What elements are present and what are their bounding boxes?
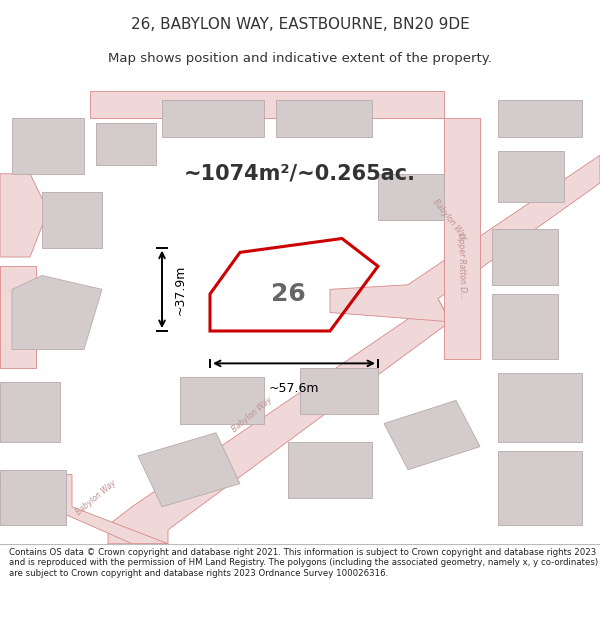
Polygon shape (492, 229, 558, 285)
Polygon shape (288, 442, 372, 498)
Polygon shape (0, 474, 168, 544)
Text: 26, BABYLON WAY, EASTBOURNE, BN20 9DE: 26, BABYLON WAY, EASTBOURNE, BN20 9DE (131, 17, 469, 32)
Text: Babylon Way: Babylon Way (230, 395, 274, 434)
Text: Upper Ratton D...: Upper Ratton D... (457, 233, 467, 299)
Polygon shape (12, 118, 84, 174)
Polygon shape (108, 299, 450, 544)
Text: ~37.9m: ~37.9m (174, 264, 187, 314)
Text: Map shows position and indicative extent of the property.: Map shows position and indicative extent… (108, 52, 492, 65)
Polygon shape (384, 401, 480, 470)
Polygon shape (300, 368, 378, 414)
Text: Babylon Way: Babylon Way (74, 478, 118, 517)
Text: ~57.6m: ~57.6m (269, 382, 319, 395)
Polygon shape (498, 151, 564, 201)
Polygon shape (96, 123, 156, 164)
Polygon shape (0, 382, 60, 442)
Text: Contains OS data © Crown copyright and database right 2021. This information is : Contains OS data © Crown copyright and d… (9, 548, 598, 578)
Polygon shape (180, 378, 264, 424)
Polygon shape (330, 155, 600, 322)
Polygon shape (276, 100, 372, 137)
Polygon shape (498, 100, 582, 137)
Polygon shape (498, 451, 582, 525)
Polygon shape (162, 100, 264, 137)
Text: 26: 26 (271, 282, 305, 306)
Polygon shape (138, 432, 240, 507)
Polygon shape (0, 470, 66, 525)
Polygon shape (0, 266, 36, 368)
Polygon shape (444, 118, 480, 359)
Polygon shape (42, 192, 102, 248)
Polygon shape (378, 174, 444, 220)
Polygon shape (492, 294, 558, 359)
Polygon shape (498, 372, 582, 442)
Polygon shape (0, 174, 48, 257)
Polygon shape (90, 91, 444, 118)
Polygon shape (12, 276, 102, 349)
Text: ~1074m²/~0.265ac.: ~1074m²/~0.265ac. (184, 164, 416, 184)
Text: Babylon Way: Babylon Way (431, 198, 469, 242)
